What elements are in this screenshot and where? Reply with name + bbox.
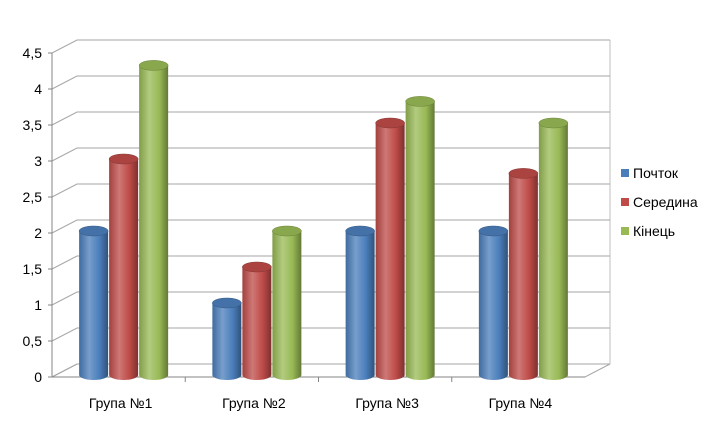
bar <box>212 297 242 380</box>
bar-body <box>109 159 139 380</box>
y-tick-label: 4 <box>34 81 42 97</box>
bar-cap <box>78 225 109 237</box>
bar-cap <box>212 297 242 309</box>
bar <box>272 225 302 380</box>
y-tick-label: 1,5 <box>23 261 43 277</box>
y-tick-label: 0,5 <box>23 333 43 349</box>
y-tick-label: 4,5 <box>23 45 43 61</box>
y-tick-label: 0 <box>34 369 42 385</box>
bar-body <box>139 65 169 381</box>
y-tick-label: 2 <box>34 225 42 241</box>
bar-cap <box>138 60 169 71</box>
legend-item: Почток <box>621 165 679 181</box>
back-wall <box>77 40 610 364</box>
bar-body <box>405 101 435 381</box>
x-tick-label: Група №4 <box>489 395 553 411</box>
bar-cap <box>272 225 302 237</box>
bar-body <box>508 173 538 380</box>
gridline <box>51 75 610 90</box>
bar-body <box>478 231 508 380</box>
bar-body <box>538 123 568 380</box>
bars <box>78 60 569 381</box>
gridline <box>51 39 610 54</box>
legend-label: Почток <box>633 165 679 181</box>
y-tick-label: 3 <box>34 153 42 169</box>
legend-item: Кінець <box>621 223 675 239</box>
bar-cap <box>405 96 435 107</box>
bar-body <box>242 267 272 380</box>
legend: Почток Середина Кінець <box>621 165 698 239</box>
legend-swatch <box>621 198 629 206</box>
bar-cap <box>108 153 139 165</box>
x-axis-tick-labels: Група №1 Група №2 Група №3 Група №4 <box>89 395 552 411</box>
x-tick-label: Група №1 <box>89 395 153 411</box>
chart-walls <box>51 40 611 378</box>
bar-body <box>272 231 302 380</box>
bar <box>345 225 375 380</box>
legend-swatch <box>621 227 629 235</box>
bar <box>375 117 405 380</box>
y-tick-label: 1 <box>34 297 42 313</box>
bar <box>78 225 109 380</box>
bar-cap <box>375 117 405 129</box>
bar <box>108 153 139 380</box>
x-tick-label: Група №3 <box>355 395 419 411</box>
bar-body <box>345 231 375 380</box>
legend-label: Кінець <box>633 223 675 239</box>
y-tick-label: 3,5 <box>23 117 43 133</box>
bar-cap <box>538 117 569 129</box>
bar-body <box>79 231 109 380</box>
bar <box>242 261 272 380</box>
bar <box>478 225 509 380</box>
bar <box>405 96 435 381</box>
bar-cap <box>345 225 375 237</box>
legend-label: Середина <box>633 194 698 210</box>
y-axis-tick-labels: 0 0,5 1 1,5 2 2,5 3 3,5 4 4,5 <box>23 45 43 385</box>
legend-item: Середина <box>621 194 698 210</box>
bar-cap <box>478 225 509 237</box>
x-tick-label: Група №2 <box>222 395 286 411</box>
bar <box>138 60 169 381</box>
bar-body <box>375 123 405 380</box>
bar <box>508 168 539 380</box>
bar-body <box>212 303 242 380</box>
legend-swatch <box>621 169 629 177</box>
bar <box>538 117 569 380</box>
y-tick-label: 2,5 <box>23 189 43 205</box>
bar-cap <box>508 168 539 179</box>
bar-cap <box>242 261 272 273</box>
